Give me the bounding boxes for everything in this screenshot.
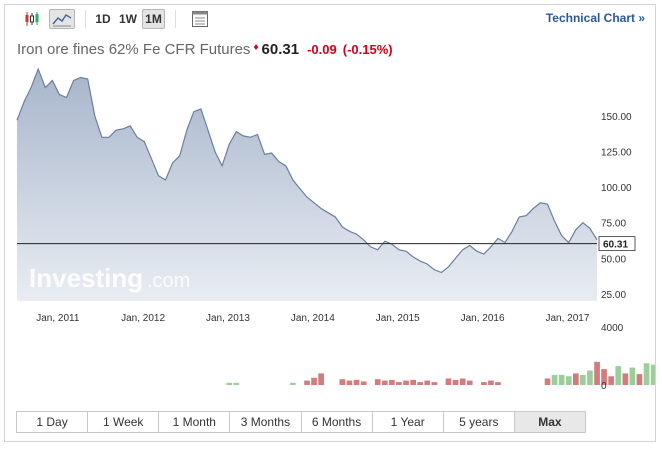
volume-tick-label: 4000 (601, 323, 624, 334)
volume-bar (580, 374, 586, 385)
volume-bar (424, 380, 431, 385)
range-1-day[interactable]: 1 Day (17, 412, 89, 432)
price-chart[interactable]: Investing .com 60.31 150.00 125.00 100.00 75… (5, 5, 655, 400)
volume-bar (403, 380, 409, 385)
range-selector: 1 Day 1 Week 1 Month 3 Months 6 Months 1… (16, 411, 586, 433)
watermark-brand: Investing (29, 263, 143, 293)
volume-bar (643, 363, 650, 386)
volume-bar (417, 382, 423, 385)
volume-bar (629, 367, 636, 385)
range-3-months[interactable]: 3 Months (230, 412, 302, 432)
volume-bar (339, 379, 346, 385)
period-1m-button[interactable]: 1M (142, 9, 165, 29)
last-price: 60.31 (261, 41, 300, 58)
x-tick-label: Jan, 2016 (461, 313, 505, 324)
volume-bar (481, 382, 487, 385)
volume-bar (389, 379, 395, 385)
area-chart-icon[interactable] (49, 9, 75, 29)
volume-bar (466, 380, 473, 385)
chart-settings-icon[interactable] (190, 9, 210, 29)
price-line (16, 67, 598, 274)
range-6-months[interactable]: 6 Months (302, 412, 373, 432)
volume-bar (615, 366, 622, 385)
volume-bar (495, 382, 501, 385)
volume-bar (346, 380, 353, 385)
volume-bar (290, 382, 296, 385)
toolbar-separator (85, 10, 86, 28)
volume-bar (452, 379, 459, 385)
volume-bar (636, 374, 643, 385)
instrument-name: Iron ore fines 62% Fe CFR Futures (17, 41, 251, 58)
x-tick-label: Jan, 2015 (376, 313, 420, 324)
range-max[interactable]: Max (514, 412, 585, 432)
technical-chart-link[interactable]: Technical Chart » (545, 11, 645, 25)
y-tick-label: 50.00 (601, 254, 626, 265)
volume-bar (558, 374, 565, 385)
volume-bar (551, 374, 558, 385)
volume-bar (353, 379, 360, 385)
volume-bar (431, 382, 438, 385)
volume-bar (382, 380, 388, 385)
volume-bar (304, 380, 310, 385)
y-tick-label: 25.00 (601, 290, 626, 301)
x-tick-label: Jan, 2017 (545, 313, 589, 324)
x-tick-label: Jan, 2014 (291, 313, 335, 324)
x-tick-label: Jan, 2012 (121, 313, 165, 324)
volume-bar (565, 376, 572, 385)
volume-bar (226, 382, 233, 385)
price-area (17, 69, 597, 301)
chart-widget: 1D 1W 1M Technical Chart » Iron ore fine… (4, 4, 656, 442)
volume-bar (587, 370, 593, 385)
volume-bar (360, 381, 367, 385)
volume-bar (488, 380, 494, 385)
watermark-suffix: .com (147, 270, 190, 292)
volume-bar (311, 377, 317, 386)
volume-bar (608, 376, 614, 385)
volume-bar (374, 379, 381, 385)
y-tick-label: 100.00 (601, 183, 632, 194)
price-change-percent: (-0.15%) (342, 42, 393, 57)
range-5-years[interactable]: 5 years (444, 412, 515, 432)
period-1d-button[interactable]: 1D (95, 12, 111, 26)
y-tick-label: 150.00 (601, 112, 632, 123)
volume-bar (233, 382, 240, 385)
range-1-week[interactable]: 1 Week (88, 412, 160, 432)
range-1-year[interactable]: 1 Year (373, 412, 444, 432)
current-price-label: 60.31 (603, 240, 628, 251)
volume-bar (396, 382, 402, 385)
volume-bar (573, 373, 579, 385)
x-tick-label: Jan, 2011 (36, 313, 80, 324)
volume-bar (459, 378, 466, 385)
range-1-month[interactable]: 1 Month (159, 412, 231, 432)
volume-bar (445, 378, 452, 385)
y-tick-label: 75.00 (601, 219, 626, 230)
volume-bar (622, 373, 629, 385)
volume-bar (650, 364, 655, 385)
toolbar-separator (175, 10, 176, 28)
current-price-box (598, 236, 636, 252)
volume-bar (601, 369, 607, 385)
x-tick-label: Jan, 2013 (206, 313, 250, 324)
instrument-header: Iron ore fines 62% Fe CFR Futures ♦ 60.31-… (17, 41, 393, 61)
volume-bar (544, 378, 551, 385)
price-down-icon: ♦ (253, 42, 259, 53)
period-1w-button[interactable]: 1W (119, 12, 137, 26)
y-tick-label: 125.00 (601, 148, 632, 159)
volume-bar (318, 373, 324, 385)
price-change: -0.09 (307, 42, 337, 57)
candlestick-icon[interactable] (23, 9, 43, 29)
chart-toolbar: 1D 1W 1M Technical Chart » (5, 5, 655, 33)
volume-tick-label: 0 (601, 381, 607, 392)
volume-bar (410, 379, 416, 385)
volume-bar (594, 361, 600, 385)
